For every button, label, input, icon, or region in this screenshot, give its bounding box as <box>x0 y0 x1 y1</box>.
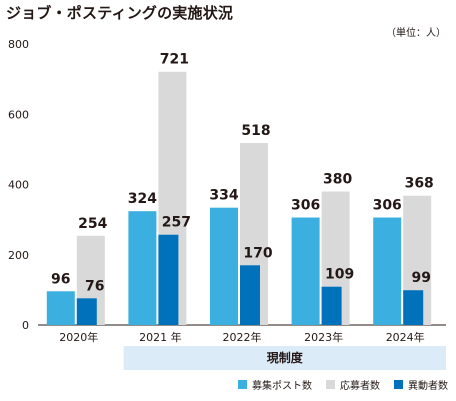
data-label-apply: 254 <box>78 216 107 232</box>
legend-item-transfer: 異動者数 <box>394 377 448 392</box>
legend-label-transfer: 異動者数 <box>408 381 448 392</box>
data-label-apply: 368 <box>405 176 434 192</box>
data-label-transfer: 170 <box>243 245 272 261</box>
data-label-transfer: 257 <box>162 215 191 231</box>
current-system-band <box>123 346 446 370</box>
legend: 募集ポスト数 応募者数 異動者数 <box>238 377 448 392</box>
data-label-transfer: 109 <box>325 267 354 283</box>
y-tick-label: 400 <box>8 179 29 192</box>
bar-recruit <box>291 217 320 325</box>
data-label-transfer: 76 <box>85 278 104 294</box>
bar-recruit <box>210 207 238 325</box>
bar-transfer <box>240 265 260 325</box>
chart-title: ジョブ・ポスティングの実施状況 <box>6 4 234 22</box>
legend-swatch-transfer <box>394 380 403 389</box>
legend-item-recruit: 募集ポスト数 <box>238 377 312 392</box>
y-tick-label: 200 <box>8 249 29 262</box>
x-tick-label: 2023年 <box>304 330 343 344</box>
x-tick-label: 2020年 <box>59 330 98 344</box>
bar-recruit <box>373 217 402 325</box>
data-label-apply: 380 <box>323 172 352 188</box>
bar-transfer <box>76 298 97 325</box>
data-label-recruit: 306 <box>373 198 402 214</box>
data-label-recruit: 334 <box>209 188 238 204</box>
legend-swatch-recruit <box>238 380 247 389</box>
x-tick-label: 2021 年 <box>139 330 182 344</box>
x-tick-label: 2022年 <box>223 330 262 344</box>
data-label-transfer: 99 <box>411 270 430 286</box>
legend-item-apply: 応募者数 <box>326 377 380 392</box>
y-tick-label: 800 <box>8 38 29 51</box>
unit-label: （単位：人） <box>386 28 446 39</box>
y-tick-label: 0 <box>22 319 29 332</box>
x-tick-label: 2024年 <box>386 330 425 344</box>
data-label-recruit: 324 <box>128 191 157 207</box>
legend-label-recruit: 募集ポスト数 <box>252 381 312 392</box>
data-label-recruit: 306 <box>291 198 320 214</box>
bar-transfer <box>321 286 342 325</box>
bar-recruit <box>46 291 75 325</box>
data-label-apply: 518 <box>241 123 270 139</box>
bar-transfer <box>158 234 179 325</box>
y-tick-label: 600 <box>8 108 29 121</box>
legend-swatch-apply <box>326 380 335 389</box>
bar-transfer <box>403 290 424 325</box>
data-label-apply: 721 <box>160 52 189 68</box>
legend-label-apply: 応募者数 <box>340 381 380 392</box>
bar-recruit <box>128 211 157 325</box>
current-system-label: 現制度 <box>267 350 304 365</box>
data-label-recruit: 96 <box>51 271 70 287</box>
